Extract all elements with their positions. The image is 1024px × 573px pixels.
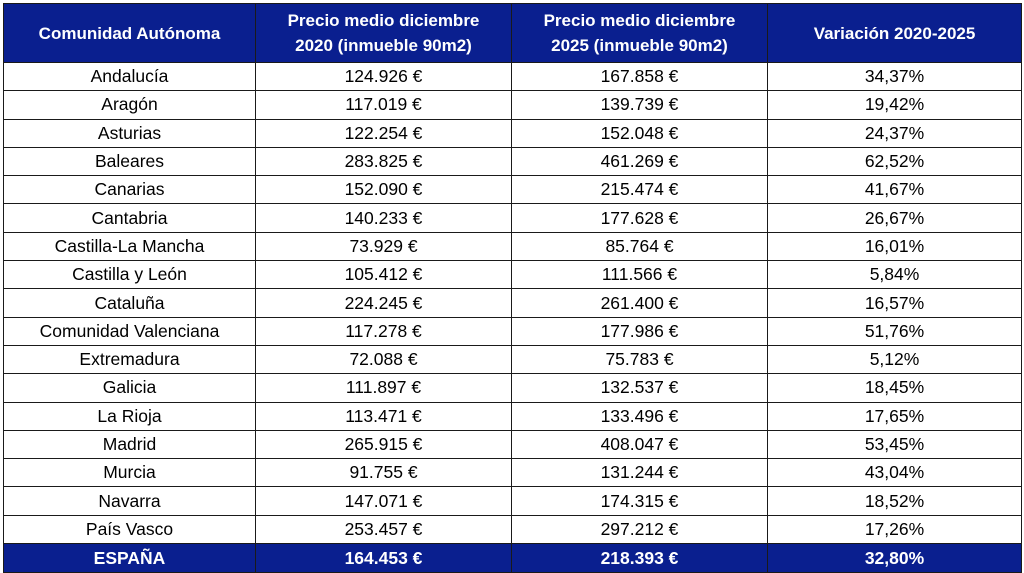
table-row: La Rioja 113.471 €133.496 €17,65% <box>3 401 1022 431</box>
price-2020-cell: 224.245 € <box>255 288 512 318</box>
price-2025-cell: 75.783 € <box>511 344 768 375</box>
table-row: Asturias 122.254 €152.048 €24,37% <box>3 118 1022 148</box>
table-body: Andalucía 124.926 €167.858 €34,37% Aragón 1… <box>3 61 1022 545</box>
total-region-cell: ESPAÑA <box>3 543 256 573</box>
price-2020-cell: 122.254 € <box>255 118 512 148</box>
price-2025-cell: 461.269 € <box>511 146 768 177</box>
price-2025-cell: 408.047 € <box>511 429 768 460</box>
variation-cell: 18,52% <box>767 486 1022 516</box>
region-cell: Andalucía <box>3 61 256 92</box>
price-2025-cell: 131.244 € <box>511 458 768 488</box>
variation-cell: 43,04% <box>767 458 1022 488</box>
header-comunidad: Comunidad Autónoma <box>3 3 256 63</box>
region-cell: Baleares <box>3 146 256 177</box>
total-row: ESPAÑA 164.453 € 218.393 € 32,80% <box>3 543 1022 573</box>
price-2020-cell: 113.471 € <box>255 401 512 431</box>
price-2020-cell: 105.412 € <box>255 260 512 290</box>
total-variation-cell: 32,80% <box>767 543 1022 573</box>
variation-cell: 17,26% <box>767 514 1022 545</box>
table-row: Navarra 147.071 €174.315 €18,52% <box>3 486 1022 516</box>
total-price-2025-cell: 218.393 € <box>511 543 768 573</box>
table-row: Aragón 117.019 €139.739 €19,42% <box>3 90 1022 120</box>
variation-cell: 53,45% <box>767 429 1022 460</box>
price-2025-cell: 215.474 € <box>511 175 768 205</box>
price-2020-cell: 72.088 € <box>255 344 512 375</box>
price-table: Comunidad Autónoma Precio medio diciembr… <box>3 3 1022 573</box>
region-cell: Madrid <box>3 429 256 460</box>
price-2025-cell: 111.566 € <box>511 260 768 290</box>
total-price-2020-cell: 164.453 € <box>255 543 512 573</box>
price-2025-cell: 177.986 € <box>511 316 768 346</box>
table-row: Murcia 91.755 €131.244 €43,04% <box>3 458 1022 488</box>
price-2020-cell: 73.929 € <box>255 231 512 262</box>
variation-cell: 51,76% <box>767 316 1022 346</box>
header-precio-2025: Precio medio diciembre 2025 (inmueble 90… <box>511 3 768 63</box>
table-row: Castilla-La Mancha 73.929 €85.764 €16,01% <box>3 231 1022 262</box>
price-2025-cell: 177.628 € <box>511 203 768 233</box>
header-precio-2020: Precio medio diciembre 2020 (inmueble 90… <box>255 3 512 63</box>
price-2025-cell: 139.739 € <box>511 90 768 120</box>
table-row: Castilla y León 105.412 €111.566 €5,84% <box>3 260 1022 290</box>
region-cell: Navarra <box>3 486 256 516</box>
variation-cell: 18,45% <box>767 373 1022 403</box>
table-row: Cantabria 140.233 €177.628 €26,67% <box>3 203 1022 233</box>
table-row: Baleares 283.825 €461.269 €62,52% <box>3 146 1022 177</box>
header-variacion: Variación 2020-2025 <box>767 3 1022 63</box>
variation-cell: 17,65% <box>767 401 1022 431</box>
table-row: Galicia 111.897 €132.537 €18,45% <box>3 373 1022 403</box>
region-cell: Castilla y León <box>3 260 256 290</box>
region-cell: Galicia <box>3 373 256 403</box>
variation-cell: 16,01% <box>767 231 1022 262</box>
header-row: Comunidad Autónoma Precio medio diciembr… <box>3 3 1022 63</box>
region-cell: Castilla-La Mancha <box>3 231 256 262</box>
table-row: Extremadura 72.088 €75.783 €5,12% <box>3 344 1022 375</box>
region-cell: La Rioja <box>3 401 256 431</box>
price-2020-cell: 117.019 € <box>255 90 512 120</box>
region-cell: Extremadura <box>3 344 256 375</box>
price-2025-cell: 261.400 € <box>511 288 768 318</box>
price-2020-cell: 111.897 € <box>255 373 512 403</box>
region-cell: Murcia <box>3 458 256 488</box>
price-2025-cell: 85.764 € <box>511 231 768 262</box>
table-row: Comunidad Valenciana 117.278 €177.986 €51… <box>3 316 1022 346</box>
price-2025-cell: 132.537 € <box>511 373 768 403</box>
variation-cell: 26,67% <box>767 203 1022 233</box>
price-2020-cell: 265.915 € <box>255 429 512 460</box>
variation-cell: 62,52% <box>767 146 1022 177</box>
price-2025-cell: 174.315 € <box>511 486 768 516</box>
price-2020-cell: 147.071 € <box>255 486 512 516</box>
region-cell: Aragón <box>3 90 256 120</box>
table-row: Canarias 152.090 €215.474 €41,67% <box>3 175 1022 205</box>
variation-cell: 5,84% <box>767 260 1022 290</box>
price-2020-cell: 253.457 € <box>255 514 512 545</box>
variation-cell: 5,12% <box>767 344 1022 375</box>
variation-cell: 16,57% <box>767 288 1022 318</box>
variation-cell: 24,37% <box>767 118 1022 148</box>
table-row: País Vasco 253.457 €297.212 €17,26% <box>3 514 1022 545</box>
table-row: Madrid 265.915 €408.047 €53,45% <box>3 429 1022 460</box>
region-cell: Asturias <box>3 118 256 148</box>
price-2025-cell: 152.048 € <box>511 118 768 148</box>
price-2025-cell: 297.212 € <box>511 514 768 545</box>
price-2020-cell: 152.090 € <box>255 175 512 205</box>
price-2025-cell: 133.496 € <box>511 401 768 431</box>
region-cell: País Vasco <box>3 514 256 545</box>
variation-cell: 19,42% <box>767 90 1022 120</box>
price-2020-cell: 283.825 € <box>255 146 512 177</box>
variation-cell: 41,67% <box>767 175 1022 205</box>
region-cell: Comunidad Valenciana <box>3 316 256 346</box>
table-row: Andalucía 124.926 €167.858 €34,37% <box>3 61 1022 92</box>
table-header: Comunidad Autónoma Precio medio diciembr… <box>3 3 1022 63</box>
variation-cell: 34,37% <box>767 61 1022 92</box>
region-cell: Cataluña <box>3 288 256 318</box>
price-2020-cell: 140.233 € <box>255 203 512 233</box>
price-2020-cell: 124.926 € <box>255 61 512 92</box>
price-2025-cell: 167.858 € <box>511 61 768 92</box>
price-2020-cell: 117.278 € <box>255 316 512 346</box>
region-cell: Cantabria <box>3 203 256 233</box>
price-2020-cell: 91.755 € <box>255 458 512 488</box>
table-row: Cataluña 224.245 €261.400 €16,57% <box>3 288 1022 318</box>
region-cell: Canarias <box>3 175 256 205</box>
table-footer: ESPAÑA 164.453 € 218.393 € 32,80% <box>3 543 1022 573</box>
